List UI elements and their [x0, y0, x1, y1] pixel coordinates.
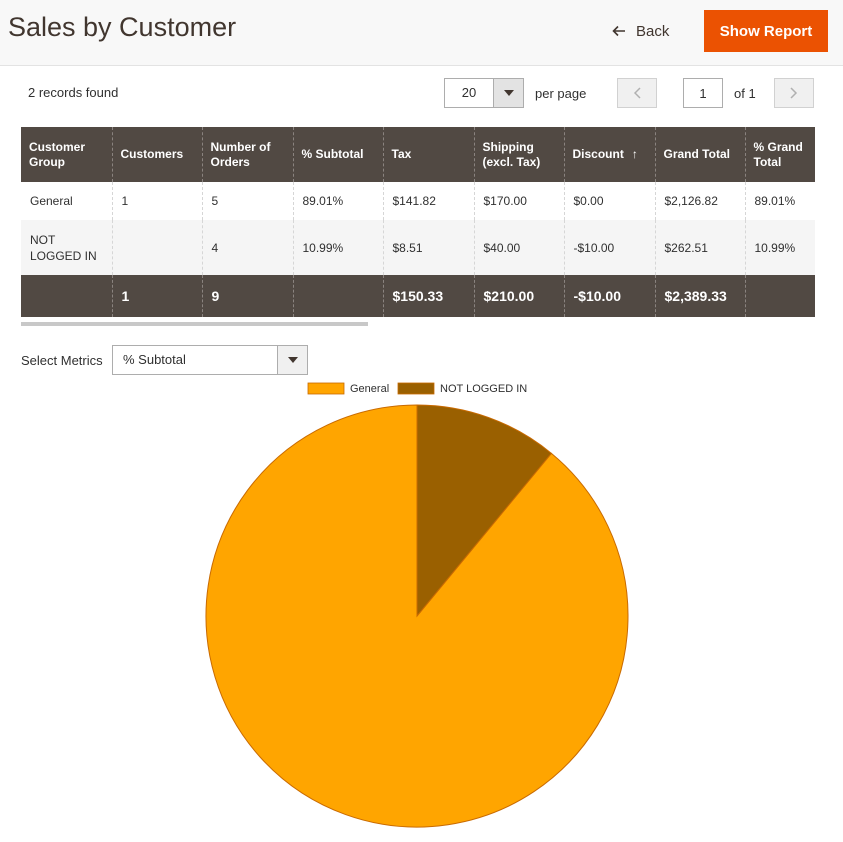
table-row[interactable]: NOT LOGGED IN 4 10.99% $8.51 $40.00 -$10… [21, 220, 815, 275]
table-cell: $8.51 [382, 220, 474, 275]
column-header[interactable]: Grand Total [654, 127, 745, 182]
table-cell: $262.51 [654, 220, 745, 275]
totals-cell: 9 [201, 275, 293, 317]
table-cell: $170.00 [473, 182, 564, 220]
table-cell: $0.00 [563, 182, 655, 220]
metrics-select[interactable]: % Subtotal [112, 345, 308, 375]
column-header[interactable]: Customer Group [21, 127, 112, 182]
legend-swatch [397, 382, 435, 395]
table-cell: 10.99% [292, 220, 383, 275]
per-page-value: 20 [461, 85, 477, 100]
pie-chart: General NOT LOGGED IN [205, 382, 629, 828]
back-button[interactable]: Back [612, 20, 669, 42]
totals-cell [292, 275, 383, 317]
column-header[interactable]: Number of Orders [201, 127, 293, 182]
caret-down-icon [503, 90, 514, 96]
table-cell: $40.00 [473, 220, 564, 275]
totals-row: 1 9 $150.33 $210.00 -$10.00 $2,389.33 [21, 275, 815, 317]
table-cell: 5 [201, 182, 293, 220]
table-cell: 89.01% [744, 182, 815, 220]
pie-slice-not-logged-in [416, 404, 553, 618]
chevron-left-icon [633, 87, 641, 99]
back-button-label: Back [636, 22, 670, 40]
records-found: 2 records found [28, 85, 119, 100]
table-cell: 4 [201, 220, 293, 275]
caret-down-icon [287, 357, 298, 363]
show-report-button[interactable]: Show Report [704, 10, 828, 52]
table-cell: NOT LOGGED IN [21, 220, 112, 275]
per-page-select[interactable]: 20 [444, 78, 524, 108]
legend-label: NOT LOGGED IN [440, 383, 527, 395]
totals-cell: 1 [111, 275, 202, 317]
table-cell: $2,126.82 [654, 182, 745, 220]
table-cell: General [21, 182, 112, 220]
metrics-dropdown-button[interactable] [277, 346, 307, 374]
table-cell: 10.99% [744, 220, 815, 275]
per-page-label: per page [535, 86, 587, 101]
table-header-row: Customer Group Customers Number of Orders … [21, 127, 815, 182]
arrow-left-icon [612, 25, 625, 37]
table-cell: 89.01% [292, 182, 383, 220]
arrow-up-icon: ↑ [631, 147, 638, 161]
column-header[interactable]: % Grand Total [744, 127, 815, 182]
totals-cell: $210.00 [473, 275, 564, 317]
column-header[interactable]: Customers [111, 127, 202, 182]
table-cell: -$10.00 [563, 220, 655, 275]
totals-cell: $2,389.33 [654, 275, 745, 317]
horizontal-scrollbar[interactable] [21, 322, 368, 326]
table-cell: 1 [111, 182, 202, 220]
table-cell: $141.82 [382, 182, 474, 220]
chevron-right-icon [790, 87, 798, 99]
legend-label: General [350, 383, 389, 395]
table-cell [111, 220, 202, 275]
sales-table: Customer Group Customers Number of Orders … [21, 127, 815, 317]
totals-cell [21, 275, 112, 317]
select-metrics-label: Select Metrics [21, 353, 103, 368]
column-header[interactable]: Tax [382, 127, 474, 182]
metrics-selected-value: % Subtotal [123, 352, 186, 367]
previous-page-button[interactable] [617, 78, 657, 108]
column-header[interactable]: % Subtotal [292, 127, 383, 182]
column-header[interactable]: Shipping (excl. Tax) [473, 127, 564, 182]
per-page-dropdown-button[interactable] [493, 79, 523, 107]
page-number-input[interactable] [683, 78, 723, 108]
page-title: Sales by Customer [8, 12, 237, 42]
totals-cell: -$10.00 [563, 275, 655, 317]
column-header-sorted[interactable]: Discount ↑ [563, 127, 655, 182]
page-count: of 1 [734, 86, 756, 101]
totals-cell: $150.33 [382, 275, 474, 317]
legend-swatch [307, 382, 345, 395]
table-row[interactable]: General 1 5 89.01% $141.82 $170.00 $0.00… [21, 182, 815, 220]
page-header: Sales by Customer Back Show Report [0, 0, 843, 66]
totals-cell [744, 275, 815, 317]
next-page-button[interactable] [774, 78, 814, 108]
